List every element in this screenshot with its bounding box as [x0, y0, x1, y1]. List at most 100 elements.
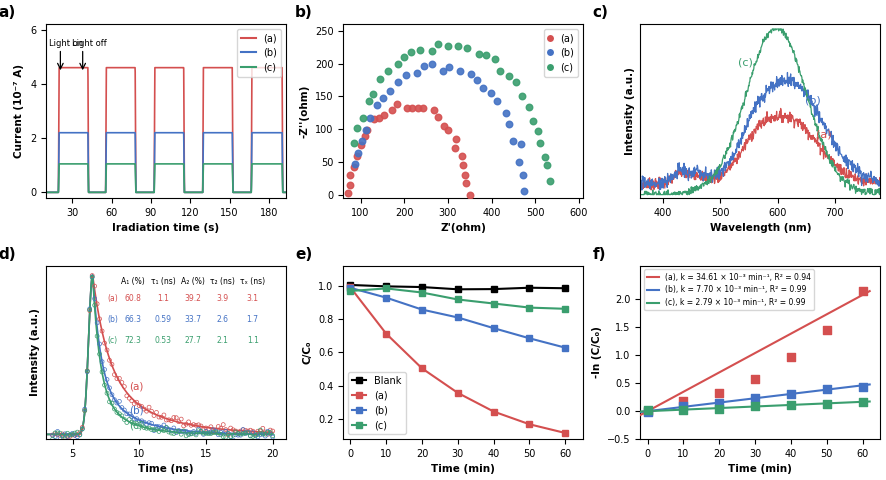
Point: [347, 160, 361, 168]
Text: (b): (b): [805, 95, 820, 105]
Point: [372, 76, 386, 84]
Point: [360, 126, 374, 134]
Point: [370, 101, 385, 109]
Point: [129, 415, 144, 422]
Point: [392, 79, 406, 86]
Point: [45, 431, 59, 439]
Point: [132, 422, 146, 430]
Point: [856, 383, 870, 391]
(b): [381, 295, 392, 300]
Text: A₂ (%): A₂ (%): [181, 277, 205, 286]
Text: 3.9: 3.9: [216, 294, 228, 303]
Text: τₓ (ns): τₓ (ns): [240, 277, 265, 286]
Point: [159, 423, 174, 431]
Point: [431, 114, 445, 121]
(c): [560, 306, 571, 312]
Point: [236, 430, 250, 438]
Point: [459, 180, 473, 187]
Point: [381, 68, 395, 75]
Point: [63, 432, 77, 439]
Point: [383, 87, 397, 95]
Point: [355, 114, 369, 122]
Point: [58, 434, 72, 442]
Point: [461, 44, 475, 52]
Point: [397, 54, 411, 61]
Point: [505, 137, 519, 144]
Text: 0.53: 0.53: [155, 336, 172, 345]
(b): [525, 336, 535, 341]
Point: [784, 401, 798, 408]
Point: [856, 287, 870, 295]
Point: [253, 427, 268, 435]
Blank: [416, 284, 427, 290]
Point: [748, 375, 762, 383]
Point: [167, 414, 181, 421]
Point: [60, 432, 74, 440]
Point: [206, 426, 221, 433]
Point: [453, 67, 467, 75]
Point: [186, 430, 200, 437]
Point: [159, 424, 174, 432]
Point: [139, 424, 153, 432]
Point: [162, 428, 176, 436]
Point: [63, 432, 77, 440]
(b): [416, 307, 427, 312]
Point: [266, 433, 280, 441]
Point: [162, 425, 176, 433]
Y-axis label: -Z''(ohm): -Z''(ohm): [299, 84, 309, 138]
Y-axis label: Intensity (a.u.): Intensity (a.u.): [625, 67, 634, 155]
Point: [231, 432, 245, 439]
(b): [345, 285, 355, 291]
X-axis label: Z'(ohm): Z'(ohm): [440, 223, 486, 233]
(a): [381, 331, 392, 336]
Point: [226, 431, 240, 439]
Point: [204, 428, 218, 436]
Point: [266, 427, 280, 435]
Point: [117, 406, 131, 414]
Point: [245, 427, 260, 435]
Point: [820, 385, 834, 393]
Point: [201, 425, 215, 433]
Point: [391, 60, 405, 68]
Text: (c): (c): [128, 420, 143, 430]
Point: [219, 426, 233, 433]
Point: [152, 423, 166, 431]
Text: 2.1: 2.1: [216, 336, 228, 345]
Point: [117, 383, 131, 390]
Point: [100, 346, 114, 354]
Point: [150, 422, 164, 430]
Point: [157, 411, 171, 419]
Point: [78, 407, 92, 414]
Point: [70, 431, 84, 439]
Text: 60.8: 60.8: [124, 294, 141, 303]
Point: [231, 430, 245, 437]
Point: [147, 426, 161, 433]
Point: [234, 432, 248, 439]
Point: [416, 62, 431, 70]
Point: [78, 405, 92, 413]
Point: [125, 413, 139, 420]
Point: [56, 432, 70, 440]
Point: [48, 430, 62, 438]
Point: [172, 418, 186, 426]
Point: [641, 407, 655, 414]
Point: [92, 315, 106, 323]
Point: [216, 433, 230, 441]
Point: [75, 425, 89, 433]
Text: (c): (c): [107, 336, 118, 345]
Point: [784, 390, 798, 398]
Point: [184, 421, 198, 429]
Point: [191, 427, 206, 434]
Point: [186, 421, 200, 429]
Point: [198, 424, 213, 432]
Point: [157, 421, 171, 429]
Point: [248, 431, 262, 439]
Point: [820, 400, 834, 408]
Point: [455, 161, 470, 169]
Point: [409, 69, 424, 77]
Point: [253, 426, 268, 434]
Point: [343, 171, 357, 179]
Text: e): e): [295, 247, 313, 262]
Point: [154, 426, 168, 433]
Point: [110, 375, 124, 383]
